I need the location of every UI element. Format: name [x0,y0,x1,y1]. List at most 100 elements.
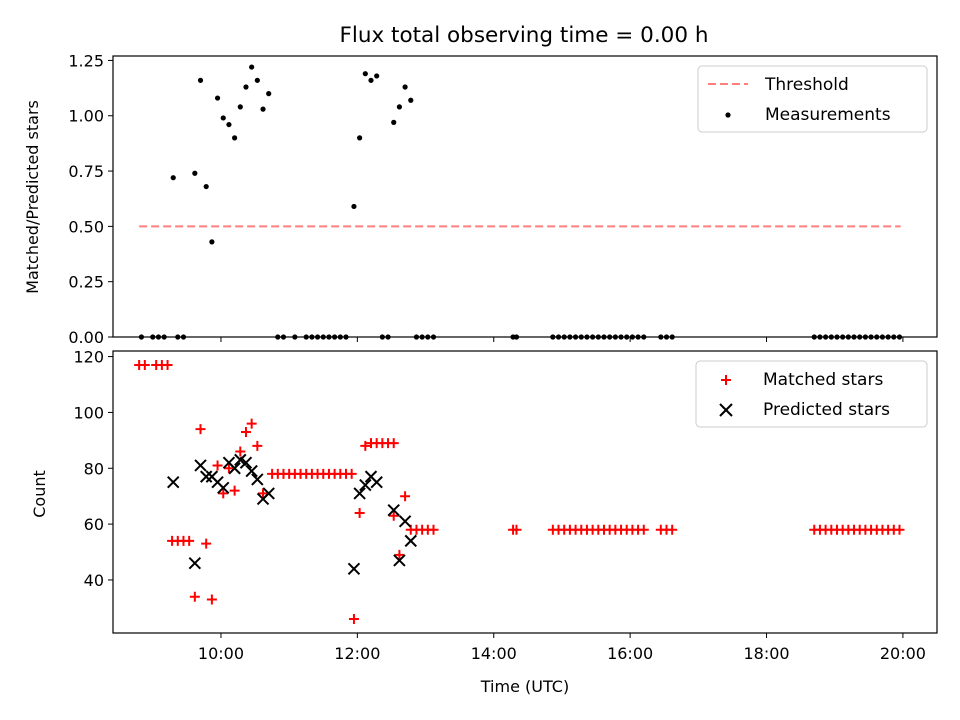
matched-star-point [223,463,234,474]
matched-star-point [348,614,359,625]
predicted-star-point [245,464,258,478]
x-tick-label: 18:00 [743,644,789,663]
predicted-star-point [239,456,253,469]
matched-legend-swatch [721,375,731,385]
x-tick-label: 12:00 [334,644,380,663]
measurement-point [362,71,368,77]
predicted-legend-swatch [719,403,733,417]
matched-star-point [206,594,217,605]
measurement-point [170,175,176,181]
x-axis-label: Time (UTC) [480,677,569,696]
predicted-star-point [359,478,372,492]
measurement-point [402,84,408,90]
measurement-point [249,64,255,70]
predicted-star-point [387,503,400,517]
matched-star-point [139,359,150,370]
x-tick-label: 20:00 [880,644,926,663]
matched-star-point [394,549,405,560]
matched-star-point [252,440,263,451]
top-y-tick-label: 0.25 [68,273,104,292]
measurement-point [254,77,260,83]
measurement-point [368,77,374,83]
chart-title: Flux total observing time = 0.00 h [340,23,709,48]
measurement-point [214,95,221,101]
top-y-tick-label: 0.75 [68,162,104,181]
matched-star-point [894,524,905,535]
matched-star-point [428,524,439,535]
bottom-plot-frame [112,350,938,634]
measurement-point [243,84,249,90]
predicted-star-point [194,459,207,472]
top-y-tick-label: 0.00 [68,328,104,347]
top-y-tick-label: 0.50 [68,217,104,236]
x-tick-label: 16:00 [607,644,653,663]
predicted-star-point [347,562,361,575]
matched-star-point [667,524,678,535]
matched-star-point [388,438,399,449]
predicted-legend-label: Predicted stars [763,400,890,420]
measurement-point [232,135,238,141]
measurements-legend-label: Measurements [765,105,891,125]
top-plot-frame [112,55,938,338]
matched-star-point [360,440,371,451]
measurement-point [357,135,363,141]
measurement-point [203,183,209,190]
predicted-star-point [370,476,383,489]
x-tick-label: 14:00 [471,644,517,663]
matched-star-point [346,468,357,479]
matched-star-point [218,488,229,499]
matched-star-point [195,424,206,435]
measurement-point [226,121,232,128]
top-y-tick-label: 1.00 [68,107,104,126]
matched-star-point [235,446,246,457]
matched-star-point [240,426,251,437]
predicted-star-point [167,476,180,489]
matched-star-point [189,591,200,602]
measurement-point [266,91,272,97]
predicted-star-point [199,470,213,483]
bottom-y-axis-label: Count [30,470,49,518]
top-panel: Flux total observing time = 0.00 h Match… [23,23,938,347]
predicted-star-point [393,554,406,567]
measurement-point [237,104,243,110]
top-legend: Threshold Measurements [697,65,928,133]
bottom-y-tick-label: 100 [73,403,104,422]
measurement-point [220,115,226,121]
bottom-legend: Matched stars Predicted stars [695,360,928,428]
measurement-point [374,73,380,79]
measurement-point [396,104,403,110]
predicted-star-point [398,515,412,528]
bottom-y-tick-label: 120 [73,348,104,367]
matched-star-point [400,491,411,502]
bottom-y-tick-label: 40 [84,571,104,590]
matched-star-point [162,359,173,370]
measurement-point [351,203,357,210]
predicted-star-point [217,481,230,495]
bottom-y-tick-label: 80 [84,459,104,478]
matched-legend-label: Matched stars [763,370,883,390]
bottom-y-tick-label: 60 [84,515,104,534]
matched-star-point [184,535,195,546]
bottom-panel: Count Time (UTC) 40 60 80 100 120 10:00 12:00 1… [30,348,938,696]
measurement-point [391,119,397,125]
predicted-star-point [228,462,241,475]
matched-star-point [354,507,365,518]
top-y-tick-label: 1.25 [68,51,104,70]
threshold-legend-label: Threshold [764,75,849,95]
matched-star-point [638,524,649,535]
measurement-point [197,77,204,83]
x-tick-label: 10:00 [198,644,244,663]
matched-star-point [246,418,257,429]
measurement-point [209,239,215,245]
matched-star-point [511,524,522,535]
predicted-star-point [404,534,417,548]
measurement-point [192,170,198,176]
matched-star-point [388,510,399,521]
matched-star-point [212,460,223,471]
predicted-star-point [251,473,264,486]
measurement-point [260,106,266,112]
matched-star-point [258,488,269,499]
predicted-star-point [353,487,366,500]
measurements-legend-swatch [725,112,731,118]
